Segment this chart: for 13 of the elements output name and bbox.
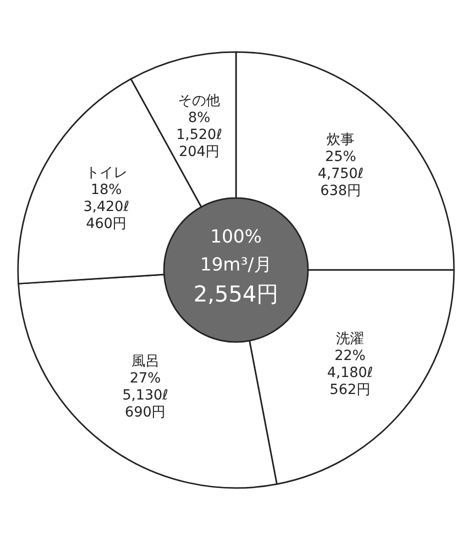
- slice-label: 洗濯: [336, 330, 364, 347]
- data-label: 27% 5,130ℓ 690円: [122, 370, 168, 420]
- slice-label: その他: [178, 93, 220, 110]
- data-label: 8% 1,520ℓ 204円: [176, 110, 222, 160]
- text: 100%: [210, 226, 262, 248]
- text: 2,554円: [194, 282, 278, 308]
- slice-label: トイレ: [85, 165, 128, 182]
- data-label: 22% 4,180ℓ 562円: [327, 348, 373, 398]
- data-label: 18% 3,420ℓ 460円: [83, 182, 130, 232]
- slice-label: 風呂: [131, 353, 160, 370]
- data-label: 25% 4,750ℓ 638円: [318, 148, 364, 199]
- text: 19m³/月: [200, 254, 272, 276]
- slice-label: 炊事: [326, 132, 355, 148]
